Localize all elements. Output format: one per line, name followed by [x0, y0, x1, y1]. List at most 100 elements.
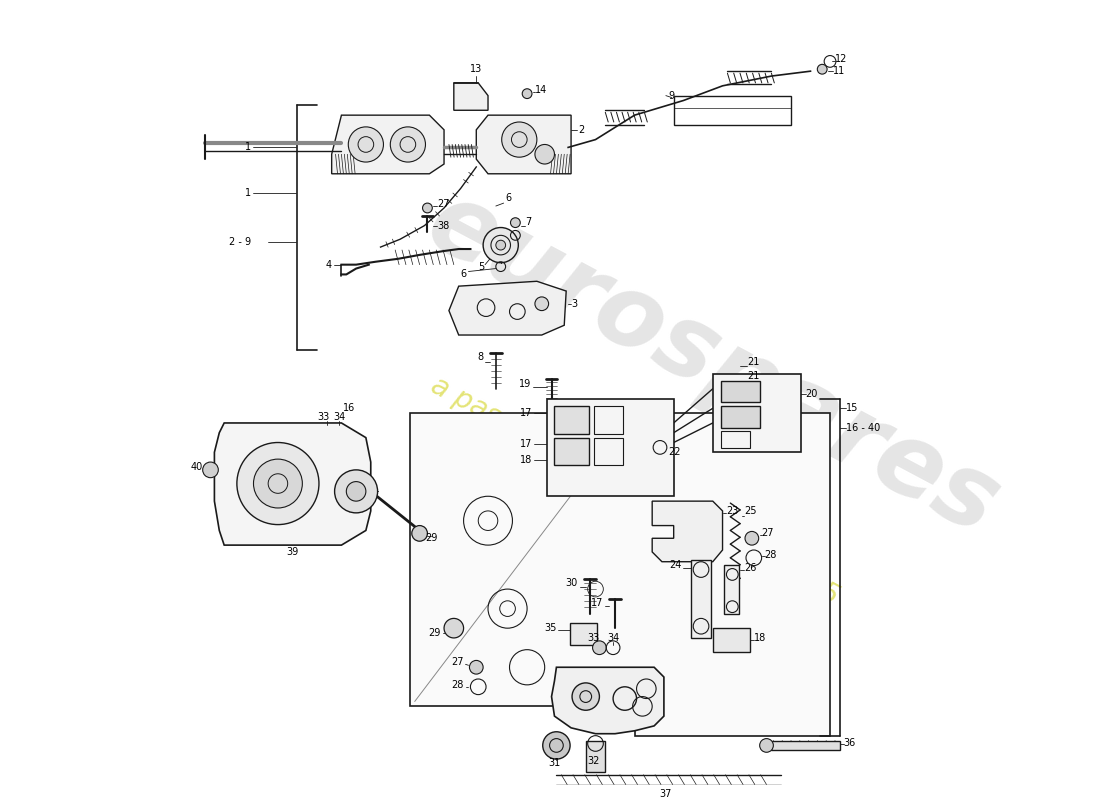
Text: 21: 21 [747, 371, 759, 381]
Text: 33: 33 [318, 412, 330, 422]
Circle shape [253, 459, 302, 508]
Polygon shape [454, 83, 488, 110]
Text: 34: 34 [333, 412, 345, 422]
Text: 16 - 40: 16 - 40 [846, 423, 880, 433]
Text: 1: 1 [245, 188, 252, 198]
Text: 16: 16 [343, 403, 355, 414]
Bar [547, 398, 673, 496]
Circle shape [496, 240, 506, 250]
Text: 6: 6 [461, 270, 466, 279]
Text: 36: 36 [844, 738, 856, 747]
Text: 29: 29 [426, 534, 438, 543]
Text: 39: 39 [286, 547, 299, 557]
Text: 12: 12 [835, 54, 847, 65]
Text: 37: 37 [660, 790, 672, 799]
Text: 5: 5 [477, 262, 484, 272]
Circle shape [817, 64, 827, 74]
Bar [584, 447, 603, 477]
Circle shape [510, 218, 520, 227]
Circle shape [572, 683, 600, 710]
Circle shape [745, 531, 759, 545]
Bar [720, 430, 750, 448]
Bar [771, 741, 839, 750]
Circle shape [535, 145, 554, 164]
Circle shape [444, 618, 463, 638]
Bar [594, 406, 623, 434]
Text: 30: 30 [565, 578, 578, 588]
Text: 28: 28 [764, 550, 777, 560]
Bar [554, 406, 588, 434]
Bar [713, 374, 801, 452]
Text: 32: 32 [587, 756, 600, 766]
Text: 22: 22 [668, 447, 680, 458]
Text: 33: 33 [587, 633, 600, 643]
Bar [594, 438, 623, 465]
Text: 13: 13 [470, 64, 483, 74]
Text: 4: 4 [326, 260, 332, 270]
Polygon shape [652, 501, 723, 562]
Text: 20: 20 [805, 389, 818, 398]
Circle shape [542, 732, 570, 759]
Bar [720, 406, 760, 428]
Circle shape [236, 442, 319, 525]
Text: 11: 11 [833, 66, 845, 76]
Polygon shape [476, 115, 571, 174]
Text: a passion for Porsche since 1985: a passion for Porsche since 1985 [426, 371, 844, 611]
Text: 27: 27 [761, 528, 774, 538]
Text: eurospares: eurospares [410, 173, 1015, 556]
Circle shape [349, 127, 384, 162]
Text: 9: 9 [669, 90, 675, 101]
Text: 7: 7 [525, 217, 531, 226]
Circle shape [202, 462, 218, 478]
Circle shape [411, 526, 428, 542]
Text: 24: 24 [669, 560, 682, 570]
Text: 1: 1 [245, 142, 252, 153]
Text: 17: 17 [519, 439, 532, 450]
Text: 40: 40 [190, 462, 202, 472]
Polygon shape [551, 667, 664, 734]
Text: 29: 29 [429, 628, 441, 638]
Bar [554, 438, 588, 465]
Text: 17: 17 [519, 408, 532, 418]
Text: 2 - 9: 2 - 9 [230, 237, 252, 247]
Circle shape [760, 738, 773, 752]
Bar [713, 628, 750, 652]
Bar [720, 381, 760, 402]
Text: 23: 23 [726, 506, 739, 516]
Text: 17: 17 [591, 598, 603, 608]
Circle shape [502, 122, 537, 157]
Text: 14: 14 [535, 85, 547, 94]
Bar [691, 560, 711, 638]
Text: 26: 26 [744, 562, 757, 573]
Polygon shape [449, 282, 566, 335]
Text: 28: 28 [451, 680, 463, 690]
Text: 27: 27 [437, 199, 450, 209]
Text: 21: 21 [747, 358, 759, 367]
Text: 25: 25 [744, 506, 757, 516]
Bar [673, 96, 791, 125]
Text: 19: 19 [519, 379, 531, 389]
Text: 15: 15 [846, 403, 858, 414]
Text: 2: 2 [578, 125, 584, 135]
Circle shape [470, 661, 483, 674]
Polygon shape [332, 115, 444, 174]
Text: 18: 18 [754, 633, 766, 643]
Circle shape [390, 127, 426, 162]
Circle shape [422, 203, 432, 213]
Polygon shape [214, 423, 371, 545]
Circle shape [522, 89, 532, 98]
Bar [585, 741, 605, 772]
Text: 6: 6 [506, 194, 512, 203]
Circle shape [346, 482, 366, 501]
Circle shape [535, 297, 549, 310]
Bar [570, 623, 597, 645]
Text: 8: 8 [477, 353, 483, 362]
Text: 35: 35 [544, 623, 557, 633]
Circle shape [483, 227, 518, 262]
Bar [725, 565, 739, 614]
Text: 38: 38 [437, 221, 450, 230]
Text: 18: 18 [519, 455, 532, 465]
Text: 31: 31 [548, 758, 561, 768]
Text: 34: 34 [607, 633, 619, 643]
Text: 27: 27 [451, 658, 463, 667]
